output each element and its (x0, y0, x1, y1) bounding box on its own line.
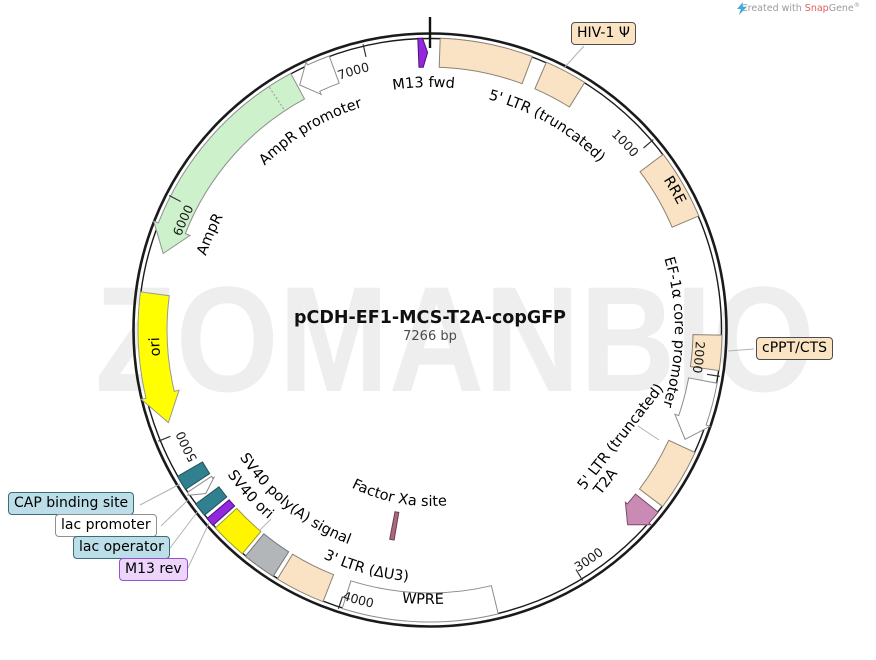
leader-line-3 (160, 498, 190, 527)
plasmid-title: pCDH-EF1-MCS-T2A-copGFP (293, 308, 567, 328)
label-5-ltr-truncated[interactable]: 5' LTR (truncated) (487, 88, 608, 166)
feature-5-ltr-truncated[interactable] (438, 37, 533, 85)
feature-t2a[interactable] (624, 493, 659, 526)
plasmid-size: 7266 bp (403, 329, 457, 344)
label-ori[interactable]: ori (147, 337, 164, 357)
feature-sv40-ori[interactable] (214, 507, 262, 555)
callout-cppt-cts[interactable]: cPPT/CTS (756, 337, 834, 360)
leader-line-5 (186, 522, 210, 571)
feature-cppt-cts[interactable] (689, 334, 723, 372)
label-wpre[interactable]: WPRE (401, 591, 444, 608)
tick-3000 (575, 569, 584, 581)
tick-5000 (158, 435, 171, 442)
callout-lac-promoter[interactable]: lac promoter (55, 514, 157, 537)
callout-lac-operator[interactable]: lac operator (73, 536, 170, 559)
leader-line-7 (258, 518, 272, 532)
tick-label-3000: 3000 (572, 544, 606, 574)
leader-line-6 (637, 425, 660, 441)
callout-hiv1-psi[interactable]: HIV-1 Ψ (571, 22, 636, 45)
label-3-ltr-delta-u3[interactable]: 3' LTR (ΔU3) (322, 547, 410, 585)
feature-cap-binding-site[interactable] (176, 461, 211, 491)
feature-hiv-1-psi[interactable] (534, 61, 586, 108)
leader-line-2 (139, 483, 181, 506)
feature-rre[interactable] (639, 153, 700, 228)
label-m13-fwd[interactable]: M13 fwd (391, 75, 455, 94)
feature-5-ltr-truncated-2[interactable] (638, 439, 696, 508)
callout-cap-binding-site[interactable]: CAP binding site (8, 492, 135, 515)
feature-m13-fwd[interactable] (417, 37, 429, 68)
feature-ef1a-core-promoter[interactable] (674, 377, 718, 440)
tick-7000 (362, 44, 367, 58)
feature-lac-operator[interactable] (194, 486, 228, 517)
feature-wpre[interactable] (341, 580, 499, 623)
feature-ampr[interactable] (152, 72, 306, 255)
tick-label-1000: 1000 (609, 126, 642, 160)
feature-sv40-polya-signal[interactable] (244, 533, 290, 577)
callout-m13-rev[interactable]: M13 rev (119, 558, 188, 581)
ampr-junction-dotted-line (268, 87, 285, 110)
leader-line-4 (169, 510, 199, 549)
label-factor-xa-site[interactable]: Factor Xa site (350, 477, 448, 510)
leader-line-0 (563, 45, 585, 69)
feature-ori[interactable] (137, 291, 180, 424)
tick-4000 (337, 596, 344, 609)
leader-line-1 (727, 348, 755, 352)
feature-lac-promoter[interactable] (186, 475, 216, 496)
feature-m13-rev[interactable] (206, 499, 236, 527)
tick-label-7000: 7000 (336, 59, 371, 83)
feature-factor-xa-site[interactable] (389, 511, 400, 541)
tick-label-5000: 5000 (173, 429, 200, 465)
feature-ampr-promoter[interactable] (299, 55, 340, 96)
plasmid-title-block: pCDH-EF1-MCS-T2A-copGFP 7266 bp (294, 308, 566, 344)
tick-6000 (168, 194, 181, 203)
tick-1000 (643, 139, 654, 149)
tick-2000 (706, 373, 720, 377)
label-ampr[interactable]: AmpR (194, 211, 226, 258)
feature-3-ltr-delta-u3[interactable] (276, 553, 335, 603)
credit-text: Created with SnapGene® (741, 2, 860, 15)
snapgene-credit: Created with SnapGene® (737, 2, 860, 15)
